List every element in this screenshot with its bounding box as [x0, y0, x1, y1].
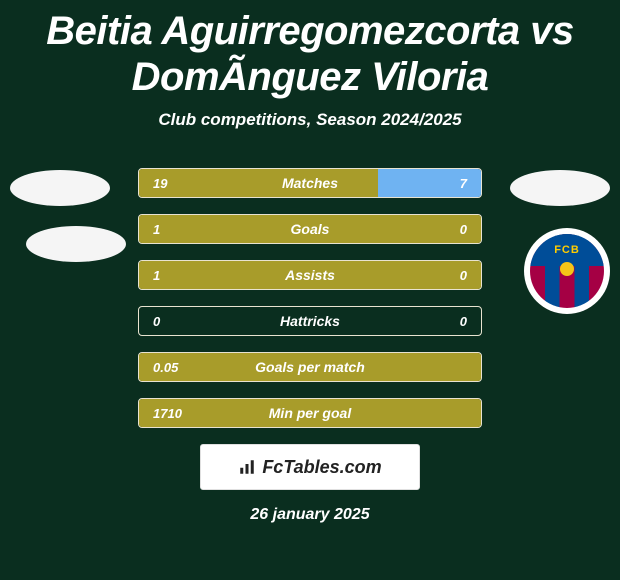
left-club-placeholder: [26, 226, 126, 262]
stat-label: Assists: [139, 267, 481, 283]
stat-label: Goals: [139, 221, 481, 237]
brand-label: FcTables.com: [262, 457, 381, 478]
stat-row: 0Hattricks0: [138, 306, 482, 336]
subtitle: Club competitions, Season 2024/2025: [0, 110, 620, 130]
right-country-placeholder: [510, 170, 610, 206]
stat-label: Matches: [139, 175, 481, 191]
brand-badge[interactable]: FcTables.com: [200, 444, 420, 490]
stat-label: Min per goal: [139, 405, 481, 421]
stat-row: 1Goals0: [138, 214, 482, 244]
right-value: 0: [460, 314, 481, 329]
stat-row: 1Assists0: [138, 260, 482, 290]
date-label: 26 january 2025: [0, 506, 620, 524]
stat-row: 0.05Goals per match: [138, 352, 482, 382]
bar-chart-icon: [238, 458, 256, 476]
right-value: 0: [460, 268, 481, 283]
stat-label: Hattricks: [139, 313, 481, 329]
stat-label: Goals per match: [139, 359, 481, 375]
stat-row: 1710Min per goal: [138, 398, 482, 428]
right-value: 0: [460, 222, 481, 237]
right-club-crest: FCB: [524, 228, 610, 314]
right-value: 7: [460, 176, 481, 191]
left-country-placeholder: [10, 170, 110, 206]
comparison-bars: 19Matches71Goals01Assists00Hattricks00.0…: [138, 168, 482, 428]
page-title: Beitia Aguirregomezcorta vs DomÃ­nguez V…: [0, 0, 620, 110]
stat-row: 19Matches7: [138, 168, 482, 198]
